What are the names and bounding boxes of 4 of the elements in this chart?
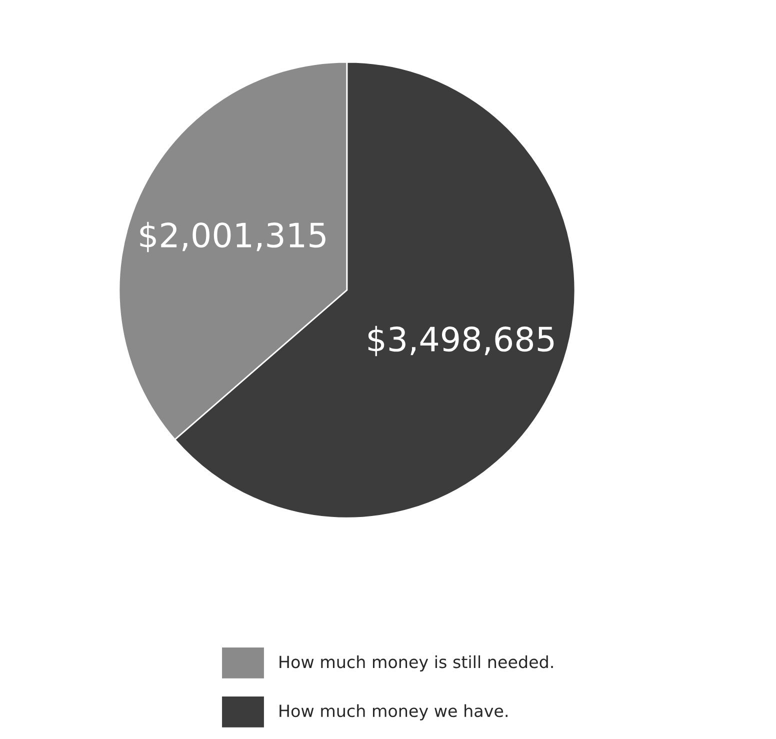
legend-label: How much money we have. (280, 704, 508, 720)
legend-label: How much money is still needed. (280, 655, 553, 672)
data-label: $3,498,685 (368, 326, 554, 356)
data-label: $2,001,315 (140, 222, 326, 252)
